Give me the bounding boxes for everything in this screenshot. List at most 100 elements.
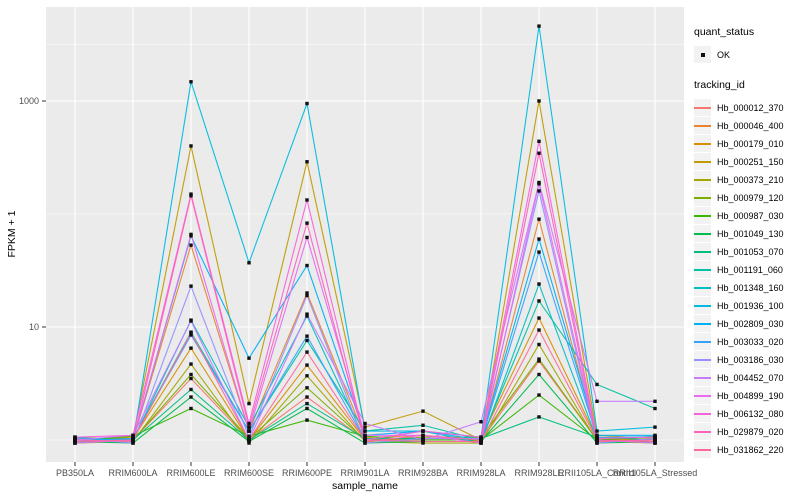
legend-key-line-icon xyxy=(694,322,711,325)
data-point-marker xyxy=(537,99,541,103)
legend-key-line-icon xyxy=(694,160,711,163)
legend-key-swatch xyxy=(694,189,711,206)
legend-entry-Hb_006132_080: Hb_006132_080 xyxy=(694,405,798,422)
legend-key-swatch xyxy=(694,441,711,458)
data-point-marker xyxy=(305,406,309,411)
legend-entry-ok: OK xyxy=(694,46,798,63)
data-point-marker xyxy=(305,418,309,422)
data-point-marker xyxy=(189,387,193,392)
y-tick-label: 1000 xyxy=(19,96,39,106)
legend-entry-Hb_000251_150: Hb_000251_150 xyxy=(694,153,798,170)
data-point-marker xyxy=(189,406,193,411)
data-point-marker xyxy=(73,439,77,444)
legend-entry-Hb_003186_030: Hb_003186_030 xyxy=(694,351,798,368)
legend-entry-label: Hb_004452_070 xyxy=(717,372,784,383)
legend-key-swatch xyxy=(694,225,711,242)
data-point-marker xyxy=(421,433,425,438)
data-point-marker xyxy=(363,438,367,442)
legend-key-swatch xyxy=(694,261,711,278)
legend-key-line-icon xyxy=(694,358,711,361)
legend-key-line-icon xyxy=(694,106,711,109)
data-point-marker xyxy=(653,439,657,444)
legend-entry-label: Hb_000046_400 xyxy=(717,120,784,131)
data-point-marker xyxy=(189,331,193,335)
data-point-marker xyxy=(189,376,193,381)
legend-entry-label: OK xyxy=(717,49,731,60)
legend-entry-label: Hb_004899_190 xyxy=(717,390,784,401)
legend-entry-Hb_000373_210: Hb_000373_210 xyxy=(694,171,798,188)
data-point-marker xyxy=(189,284,193,288)
data-point-marker xyxy=(537,250,541,254)
data-point-marker xyxy=(537,393,541,397)
data-point-marker xyxy=(305,374,309,378)
data-point-marker xyxy=(363,433,367,438)
legend-entry-label: Hb_000012_370 xyxy=(717,102,784,113)
x-tick-label: RRII105LA_Control xyxy=(558,468,636,478)
data-point-marker xyxy=(537,237,541,241)
legend-key-line-icon xyxy=(694,214,711,217)
y-axis-title: FPKM + 1 xyxy=(6,210,18,258)
data-point-marker xyxy=(363,425,367,429)
data-point-marker xyxy=(189,144,193,148)
legend-entry-label: Hb_001936_100 xyxy=(717,300,784,311)
legend-entry-label: Hb_003033_020 xyxy=(717,336,784,347)
x-tick-label: RRII105LA_Stressed xyxy=(613,468,698,478)
data-point-marker xyxy=(305,401,309,406)
data-point-marker xyxy=(537,316,541,320)
data-point-marker xyxy=(305,386,309,390)
data-point-marker xyxy=(305,235,309,240)
data-point-marker xyxy=(537,359,541,363)
data-point-marker xyxy=(537,342,541,347)
legend-key-swatch xyxy=(694,387,711,404)
legend-key-swatch xyxy=(694,423,711,440)
legend-key-line-icon xyxy=(694,376,711,379)
legend-entry-Hb_000979_120: Hb_000979_120 xyxy=(694,189,798,206)
data-point-marker xyxy=(479,435,483,439)
legend-entry-Hb_004452_070: Hb_004452_070 xyxy=(694,369,798,386)
data-point-marker xyxy=(653,399,657,404)
data-point-marker xyxy=(305,363,309,367)
legend-key-line-icon xyxy=(694,178,711,181)
x-tick-label: RRIM600PE xyxy=(282,468,332,478)
legend-key-line-icon xyxy=(694,124,711,127)
legend-entry-Hb_031862_220: Hb_031862_220 xyxy=(694,441,798,458)
data-point-marker xyxy=(421,423,425,427)
legend-key-line-icon xyxy=(694,340,711,343)
legend-entry-label: Hb_001191_060 xyxy=(717,264,783,275)
data-point-marker xyxy=(537,189,541,193)
legend-key-line-icon xyxy=(694,142,711,145)
data-point-marker xyxy=(537,372,541,377)
x-axis-title: sample_name xyxy=(332,480,398,492)
data-point-marker xyxy=(363,421,367,426)
data-point-marker xyxy=(189,232,193,237)
data-point-marker xyxy=(189,395,193,399)
legend-entry-Hb_001049_130: Hb_001049_130 xyxy=(694,225,798,242)
legend-entry-Hb_001348_160: Hb_001348_160 xyxy=(694,279,798,296)
data-point-marker xyxy=(305,314,309,318)
x-tick-label: RRIM901LA xyxy=(340,468,389,478)
data-point-marker xyxy=(305,291,309,295)
data-point-marker xyxy=(73,435,77,439)
data-point-marker xyxy=(537,182,541,186)
data-point-marker xyxy=(537,139,541,143)
legend-key-line-icon xyxy=(694,430,711,433)
data-point-marker xyxy=(305,160,309,164)
legend-key-swatch xyxy=(694,153,711,170)
legend-entry-label: Hb_001348_160 xyxy=(717,282,784,293)
legend-entry-Hb_004899_190: Hb_004899_190 xyxy=(694,387,798,404)
data-point-marker xyxy=(421,429,425,433)
data-point-marker xyxy=(189,333,193,337)
data-point-marker xyxy=(305,293,309,298)
legend-entry-label: Hb_000179_010 xyxy=(717,138,784,149)
legend-entry-Hb_029879_020: Hb_029879_020 xyxy=(694,423,798,440)
legend-entry-label: Hb_001053_070 xyxy=(717,246,784,257)
legend-entry-Hb_001191_060: Hb_001191_060 xyxy=(694,261,798,278)
legend-key-line-icon xyxy=(694,394,711,397)
data-point-marker xyxy=(189,319,193,323)
x-tick-label: RRIM600SE xyxy=(224,468,274,478)
data-point-marker xyxy=(189,346,193,350)
legend-key-swatch xyxy=(694,135,711,152)
data-point-marker xyxy=(479,420,483,424)
